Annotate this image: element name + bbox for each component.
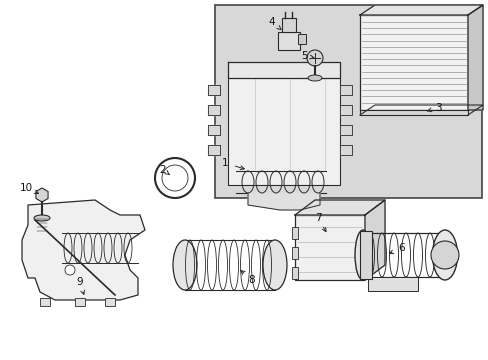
Bar bbox=[359, 231, 371, 279]
Polygon shape bbox=[207, 105, 220, 115]
Text: 4: 4 bbox=[268, 17, 275, 27]
Polygon shape bbox=[339, 105, 351, 115]
Polygon shape bbox=[227, 75, 339, 185]
Text: 8: 8 bbox=[248, 275, 255, 285]
Text: 6: 6 bbox=[398, 243, 405, 253]
Bar bbox=[291, 247, 297, 259]
Circle shape bbox=[65, 265, 75, 275]
Text: 9: 9 bbox=[77, 277, 83, 287]
Circle shape bbox=[162, 165, 187, 191]
Ellipse shape bbox=[431, 230, 457, 280]
Bar bbox=[294, 215, 364, 280]
Polygon shape bbox=[359, 110, 467, 115]
Text: 7: 7 bbox=[314, 213, 321, 223]
Bar bbox=[291, 267, 297, 279]
Polygon shape bbox=[22, 200, 145, 300]
Polygon shape bbox=[207, 145, 220, 155]
Bar bbox=[359, 15, 467, 110]
Bar bbox=[215, 5, 481, 198]
Text: 3: 3 bbox=[434, 103, 440, 113]
Polygon shape bbox=[339, 85, 351, 95]
Polygon shape bbox=[207, 85, 220, 95]
Text: 10: 10 bbox=[20, 183, 33, 193]
Ellipse shape bbox=[263, 240, 286, 290]
Ellipse shape bbox=[354, 230, 370, 280]
Polygon shape bbox=[227, 62, 339, 78]
Ellipse shape bbox=[173, 240, 197, 290]
Bar bbox=[75, 298, 85, 306]
Circle shape bbox=[306, 50, 323, 66]
Bar bbox=[291, 227, 297, 239]
Bar bbox=[105, 298, 115, 306]
Polygon shape bbox=[339, 145, 351, 155]
Polygon shape bbox=[467, 5, 482, 110]
Polygon shape bbox=[207, 125, 220, 135]
Polygon shape bbox=[359, 5, 482, 15]
Ellipse shape bbox=[307, 75, 321, 81]
Bar bbox=[40, 298, 50, 306]
Polygon shape bbox=[364, 200, 384, 280]
Text: 2: 2 bbox=[160, 165, 166, 175]
Text: 1: 1 bbox=[221, 158, 228, 168]
Circle shape bbox=[430, 241, 458, 269]
Bar bbox=[278, 32, 299, 50]
Polygon shape bbox=[294, 200, 384, 215]
Polygon shape bbox=[36, 188, 48, 202]
Ellipse shape bbox=[34, 215, 50, 221]
Bar bbox=[297, 34, 305, 44]
Bar bbox=[282, 18, 295, 32]
Polygon shape bbox=[339, 125, 351, 135]
Bar bbox=[367, 277, 417, 291]
Polygon shape bbox=[247, 193, 319, 210]
Text: 5: 5 bbox=[301, 51, 307, 61]
